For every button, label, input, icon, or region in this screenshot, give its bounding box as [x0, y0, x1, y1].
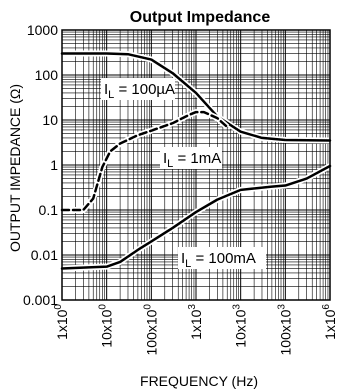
series-label-bg: [101, 78, 175, 100]
y-axis-label: OUTPUT IMPEDANCE (Ω): [7, 84, 23, 252]
series-label-3: IL = 100mA: [178, 247, 266, 270]
series-label-text: IL = 1mA: [163, 150, 221, 170]
y-tick-label: 100: [35, 67, 59, 83]
series-line-1: [60, 52, 332, 142]
y-tick-label: 0.01: [31, 247, 58, 263]
x-axis-label: FREQUENCY (Hz): [140, 373, 258, 389]
y-tick-label: 0.1: [39, 202, 59, 218]
series-label-bg: [178, 247, 266, 269]
series-label-text: IL = 100mA: [181, 250, 256, 270]
y-tick-label: 1: [50, 157, 58, 173]
x-tick-label: 1x103: [187, 304, 204, 340]
x-tick-label: 100x100: [142, 304, 159, 356]
x-tick-label: 100x103: [276, 304, 293, 356]
annotations: IL = 100µA IL = 1mA IL = 100mA: [101, 78, 266, 270]
x-tick-label: 1x106: [321, 304, 338, 340]
series-label-bg: [160, 147, 222, 169]
x-tick-label: 10x100: [98, 304, 115, 348]
series-line-2: [60, 110, 229, 212]
x-tick-label: 10x103: [232, 304, 249, 348]
y-tick-label: 0.001: [23, 292, 58, 308]
series-line-3: [60, 164, 332, 270]
series-label-text: IL = 100µA: [104, 81, 175, 101]
y-tick-label: 10: [42, 112, 58, 128]
x-tick-label: 1x100: [53, 304, 70, 340]
plot-frame: [61, 29, 331, 301]
chart-title: Output Impedance: [130, 9, 271, 26]
series-label-2: IL = 1mA: [160, 147, 222, 170]
y-tick-labels: 1000 100 10 1 0.1 0.01 0.001: [23, 22, 58, 308]
y-tick-label: 1000: [27, 22, 58, 38]
x-tick-labels: 1x100 10x100 100x100 1x103 10x103 100x103 1x10…: [53, 304, 338, 356]
series-layer: [60, 50, 332, 272]
series-label-1: IL = 100µA: [101, 78, 175, 101]
